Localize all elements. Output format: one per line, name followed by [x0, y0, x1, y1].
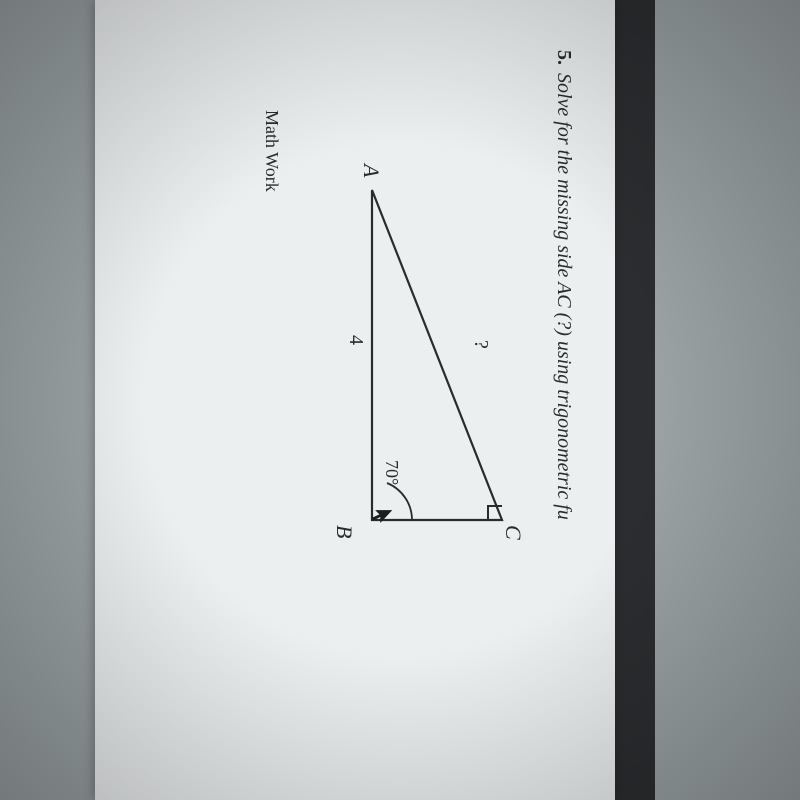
- angle-b-label: 70°: [381, 460, 402, 485]
- question-prompt: Solve for the missing side AC (?) using …: [553, 73, 575, 520]
- question-number: 5.: [553, 50, 575, 65]
- question-text: 5. Solve for the missing side AC (?) usin…: [552, 50, 575, 750]
- vertex-label-b: B: [331, 525, 357, 538]
- side-ac-label: ?: [469, 340, 492, 349]
- rotated-page: 5. Solve for the missing side AC (?) usin…: [0, 0, 800, 800]
- cursor-icon: [370, 508, 394, 526]
- worksheet-paper: 5. Solve for the missing side AC (?) usin…: [95, 0, 615, 800]
- triangle-figure: A C B ? 4 70°: [322, 170, 522, 590]
- screen-top-bar: [615, 0, 655, 800]
- vertex-label-a: A: [358, 164, 384, 177]
- vertex-label-c: C: [500, 525, 526, 540]
- math-work-heading: Math Work: [261, 110, 282, 750]
- side-ab-label: 4: [344, 335, 367, 345]
